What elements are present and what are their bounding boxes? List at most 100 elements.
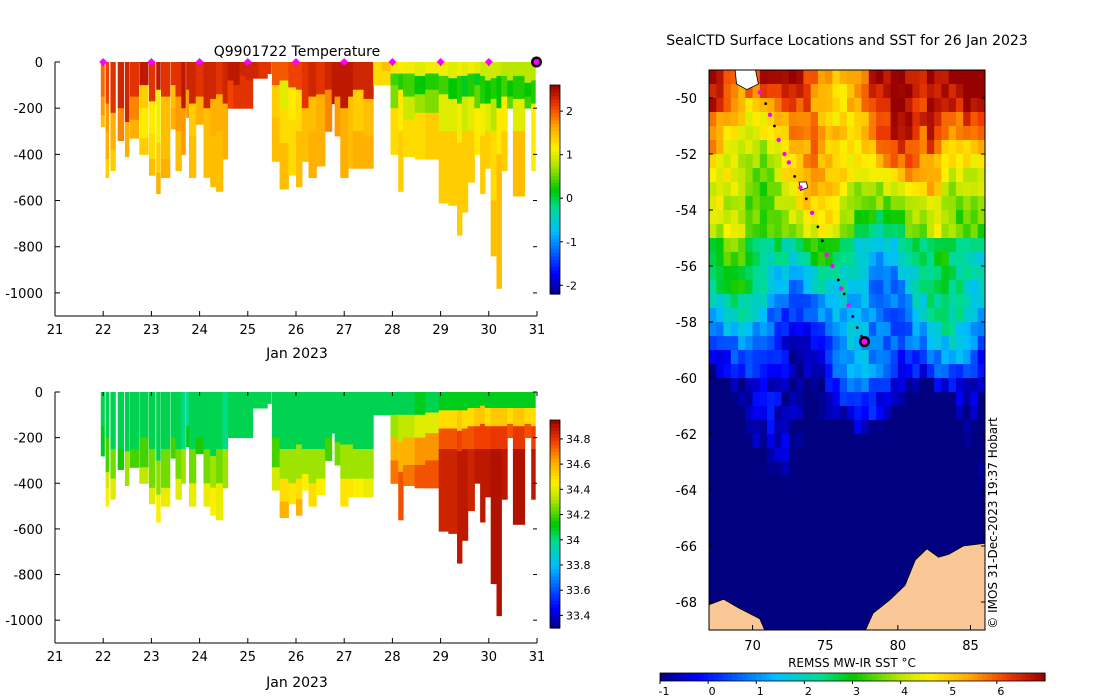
sst-cell xyxy=(832,196,841,211)
profile-cell xyxy=(496,408,502,427)
sst-cell xyxy=(781,70,790,85)
profile-cell xyxy=(438,62,449,77)
sst-cell xyxy=(948,392,957,407)
sst-cell xyxy=(709,252,717,267)
sst-cell xyxy=(948,168,957,183)
sst-cell xyxy=(716,350,725,365)
sst-cell xyxy=(912,322,921,337)
sst-cell xyxy=(977,140,985,155)
profile-column xyxy=(316,62,326,167)
sst-cell xyxy=(847,378,855,393)
sst-cell xyxy=(926,490,935,505)
sst-cell xyxy=(788,616,797,630)
sst-cell xyxy=(745,168,754,183)
sst-cell xyxy=(919,168,928,183)
sst-cell xyxy=(803,112,812,127)
sst-cell xyxy=(709,182,717,197)
sst-cell xyxy=(716,126,725,141)
sst-cell xyxy=(970,434,979,449)
profile-cell xyxy=(271,117,281,162)
profile-cell xyxy=(467,131,475,183)
sst-cell xyxy=(839,70,848,85)
sst-cell xyxy=(752,280,761,295)
sst-cell xyxy=(941,336,950,351)
profile-cell xyxy=(467,449,475,512)
sst-cell xyxy=(767,462,775,477)
sst-cell xyxy=(817,476,826,491)
profile-cell xyxy=(271,467,281,491)
colorbar-segment xyxy=(550,579,560,584)
profile-cell xyxy=(501,131,508,172)
sst-cell xyxy=(730,168,739,183)
colorbar-segment xyxy=(550,287,560,292)
profile-cell xyxy=(507,96,514,109)
sst-cell xyxy=(825,392,834,407)
sst-cell xyxy=(868,518,877,533)
profile-column xyxy=(363,62,374,169)
sst-cell xyxy=(897,504,906,519)
sst-cell xyxy=(730,84,739,99)
sst-cell xyxy=(897,532,906,547)
colorbar-segment xyxy=(550,283,560,288)
sst-cell xyxy=(716,252,725,267)
sst-cell xyxy=(738,546,746,561)
sst-cell xyxy=(905,196,913,211)
salinity-x-label: Jan 2023 xyxy=(265,675,328,691)
sst-cell xyxy=(868,154,877,169)
sst-cell xyxy=(934,364,943,379)
sst-colorbar-segment xyxy=(688,673,695,681)
sst-cell xyxy=(934,392,943,407)
sst-cell xyxy=(854,560,863,575)
sst-cell xyxy=(803,280,812,295)
colorbar-segment xyxy=(550,423,560,428)
sst-cell xyxy=(810,252,819,267)
sst-cell xyxy=(912,420,921,435)
sst-colorbar-segment xyxy=(905,673,911,681)
sst-cell xyxy=(774,490,783,505)
sst-cell xyxy=(730,588,739,603)
sst-cell xyxy=(796,126,805,141)
sst-cell xyxy=(810,364,819,379)
sst-cell xyxy=(825,84,834,99)
sst-cell xyxy=(847,196,855,211)
sst-cell xyxy=(890,210,899,225)
profile-column xyxy=(267,392,272,404)
profile-cell xyxy=(100,426,105,457)
sst-cell xyxy=(738,210,746,225)
sst-map-panel: SealCTD Surface Locations and SST for 26… xyxy=(659,33,1046,698)
sst-cell xyxy=(970,112,979,127)
sst-cell xyxy=(752,364,761,379)
day-marker xyxy=(436,58,445,66)
profile-cell xyxy=(398,62,404,74)
colorbar-segment xyxy=(550,551,560,556)
sst-cell xyxy=(955,490,964,505)
sst-cell xyxy=(781,280,790,295)
profile-cell xyxy=(363,98,374,137)
sst-cell xyxy=(883,98,892,113)
profile-cell xyxy=(381,392,392,416)
sst-cell xyxy=(948,336,957,351)
profile-cell xyxy=(398,442,404,473)
sst-cell xyxy=(810,112,819,127)
profile-column xyxy=(484,62,492,169)
profile-cell xyxy=(301,474,310,491)
profile-cell xyxy=(496,75,502,109)
sst-cell xyxy=(825,140,834,155)
sst-cell xyxy=(752,84,761,99)
sst-cell xyxy=(847,322,855,337)
sst-cell xyxy=(977,532,985,547)
sst-cell xyxy=(825,280,834,295)
sst-cell xyxy=(752,518,761,533)
sst-cell xyxy=(817,392,826,407)
sst-cell xyxy=(767,336,775,351)
sst-cell xyxy=(977,168,985,183)
sst-cell xyxy=(774,112,783,127)
sst-cell xyxy=(796,336,805,351)
sst-cell xyxy=(977,98,985,113)
sst-cell xyxy=(847,546,855,561)
sst-cell xyxy=(745,462,754,477)
sst-cell xyxy=(839,252,848,267)
sst-cell xyxy=(912,266,921,281)
sst-cell xyxy=(963,224,972,239)
